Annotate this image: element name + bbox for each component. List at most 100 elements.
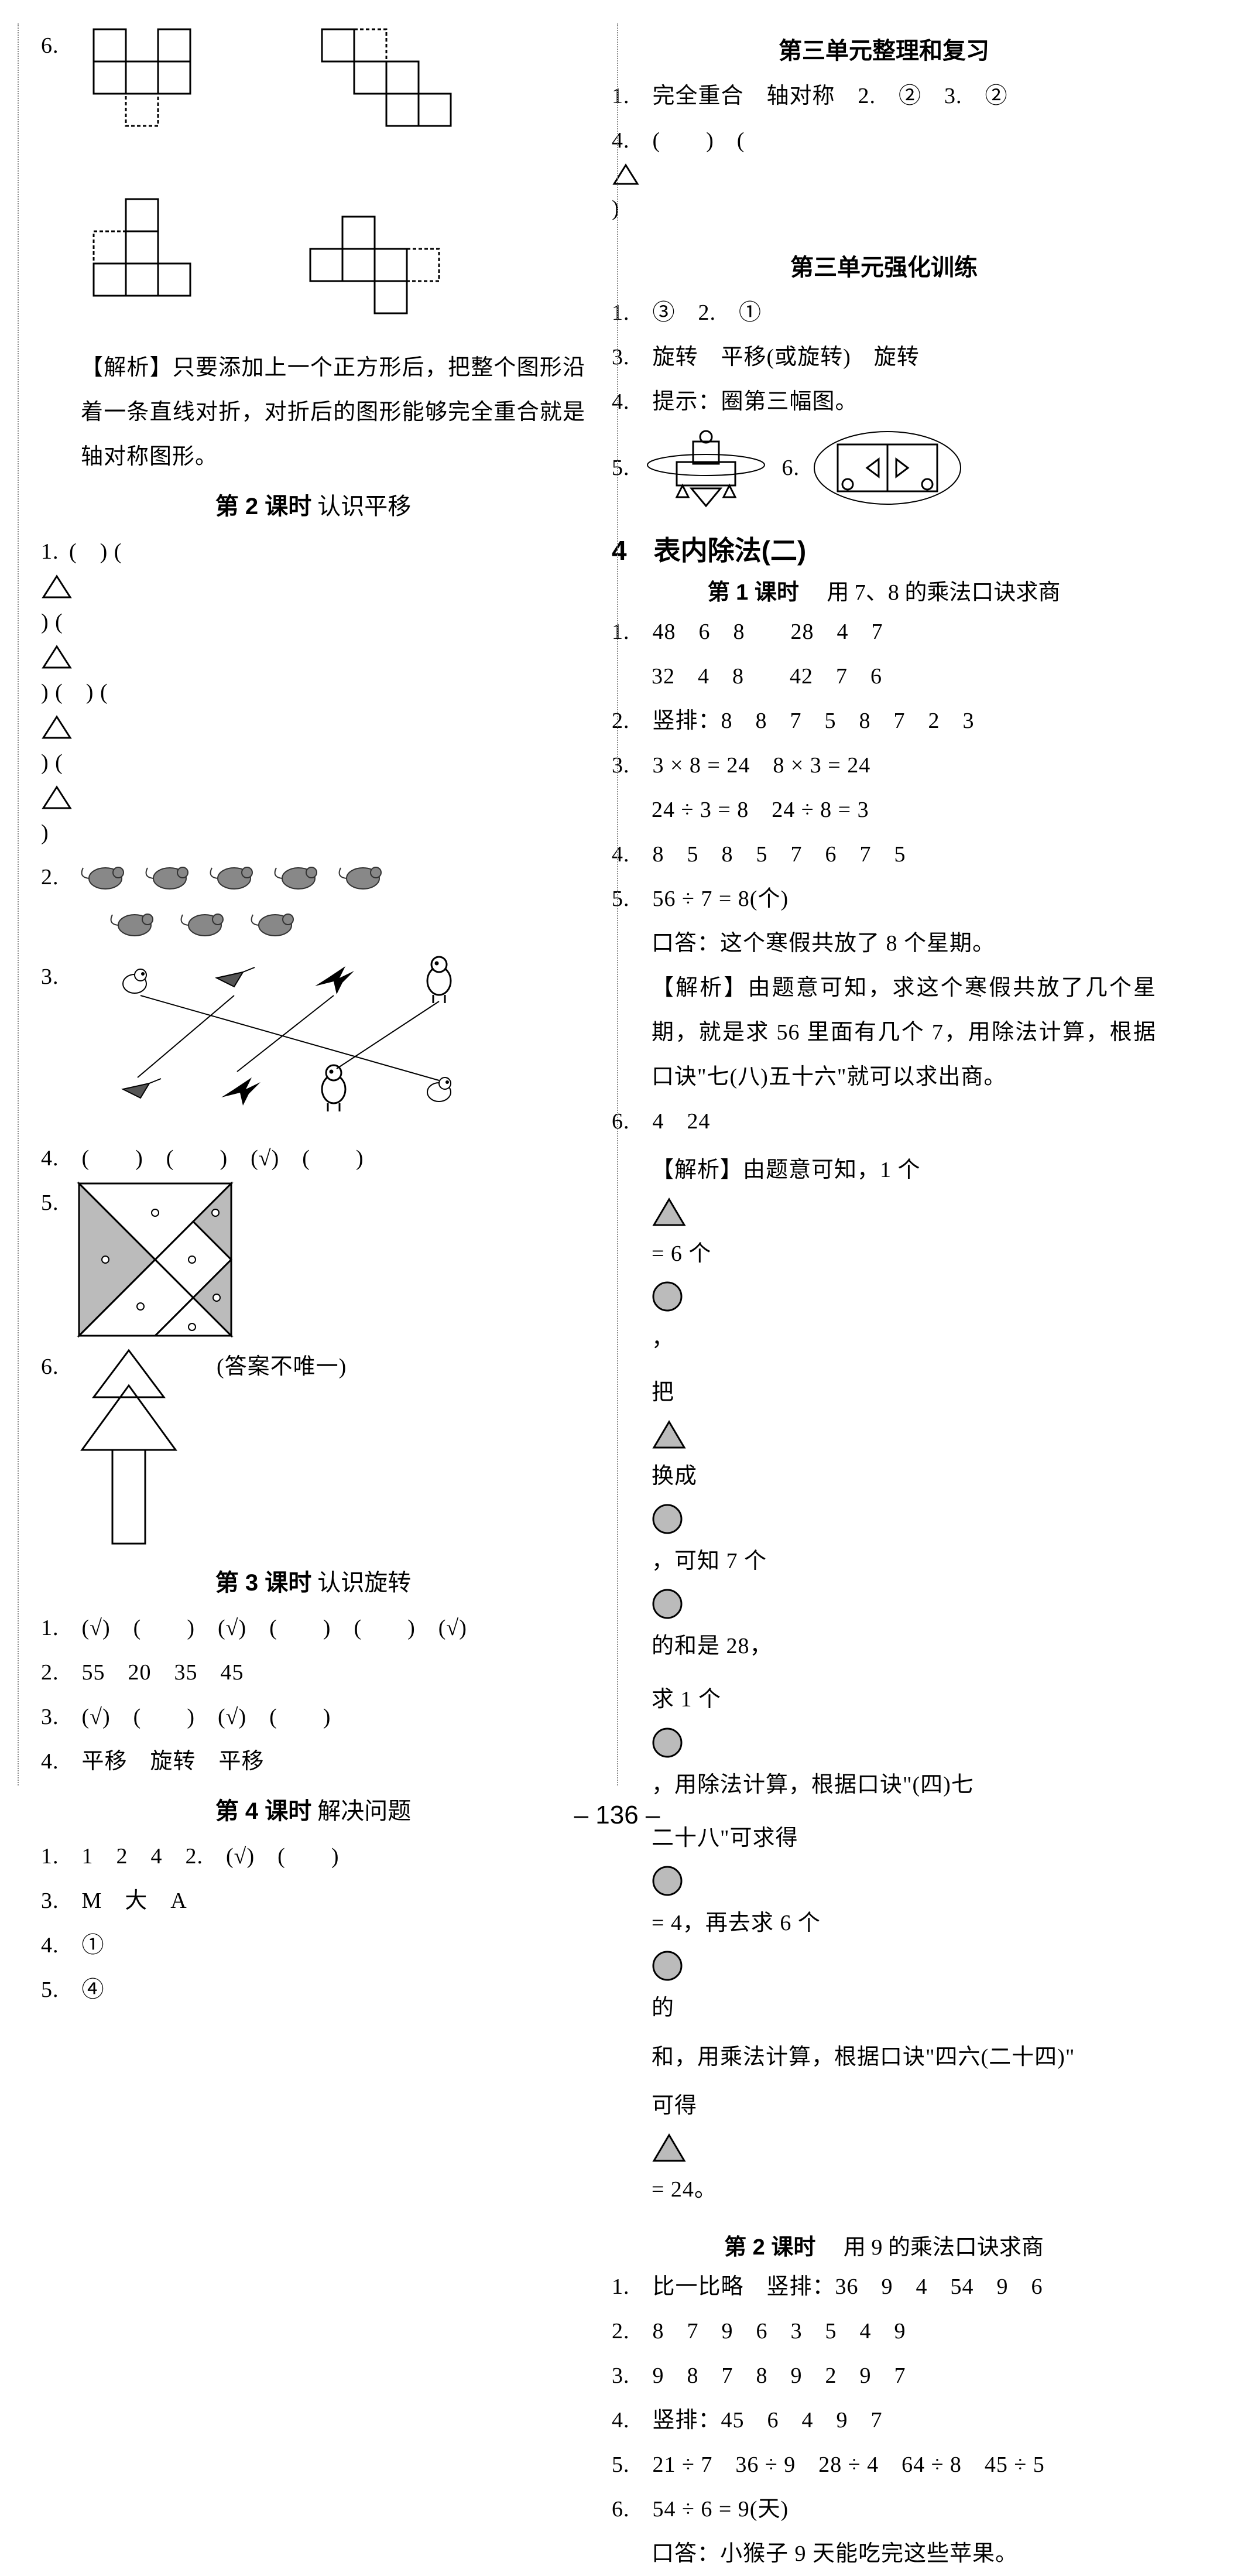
lesson2-title: 第 2 课时 认识平移 <box>41 487 585 521</box>
mirror-figure <box>811 427 964 509</box>
t: 换成 <box>652 1464 697 1489</box>
c4l1-1a: 1. 48 6 8 28 4 7 <box>612 610 1156 654</box>
t: ，用除法计算，根据口诀"(四)七 <box>652 1773 974 1797</box>
robot-figure <box>642 424 770 512</box>
c4-lesson2-title: 第 2 课时 用 9 的乘法口诀求商 <box>612 2229 1156 2261</box>
c4l1-6d: 求 1 个 ，用除法计算，根据口诀"(四)七 <box>612 1673 1156 1811</box>
left-column: 6. <box>41 23 585 2576</box>
l3-3: 3. (√) ( ) (√) ( ) <box>41 1695 585 1739</box>
triangle-shaded-icon <box>652 2133 687 2163</box>
c4l2-6a: 6. 54 ÷ 6 = 9(天) <box>612 2487 1156 2531</box>
birds-matching <box>111 955 533 1136</box>
t: 的 <box>652 1996 674 2020</box>
c4l2-6b: 口答：小猴子 9 天能吃完这些苹果。 <box>612 2531 1156 2576</box>
l3-4: 4. 平移 旋转 平移 <box>41 1739 585 1784</box>
lesson3-bold: 第 3 课时 <box>215 1570 311 1596</box>
triangle-icon <box>41 714 73 740</box>
l2-q3-num: 3. <box>41 955 76 1136</box>
l2-q6: 6. (答案不唯一) <box>41 1345 585 1555</box>
u3e-5-num: 5. <box>612 446 630 490</box>
left-margin-dots <box>18 23 19 1785</box>
circle-shaded-icon <box>652 1503 683 1535</box>
u3e-1: 1. ③ 2. ① <box>612 290 1156 335</box>
l4-5: 5. ④ <box>41 1968 585 2012</box>
q6-num: 6. <box>41 23 76 345</box>
u3e-56: 5. 6. <box>612 424 1156 512</box>
circle-shaded-icon <box>652 1588 683 1620</box>
c4l1-3b: 24 ÷ 3 = 8 24 ÷ 8 = 3 <box>612 788 1156 832</box>
triangle-icon <box>612 163 640 186</box>
l4-3: 3. M 大 A <box>41 1879 585 1923</box>
t: 求 1 个 <box>652 1687 721 1712</box>
c4-lesson1-title: 第 1 课时 用 7、8 的乘法口诀求商 <box>612 574 1156 606</box>
t: ， <box>652 1326 674 1351</box>
lesson3-reg: 认识旋转 <box>317 1569 411 1596</box>
c4l1-3a: 3. 3 × 8 = 24 8 × 3 = 24 <box>612 743 1156 788</box>
tangram-square <box>76 1181 240 1345</box>
c4l1-6g: 可得 = 24。 <box>612 2079 1156 2216</box>
page-content: 6. <box>41 23 1199 2576</box>
c4l1-2: 2. 竖排：8 8 7 5 8 7 2 3 <box>612 699 1156 743</box>
c4l2-5: 5. 21 ÷ 7 36 ÷ 9 28 ÷ 4 64 ÷ 8 45 ÷ 5 <box>612 2442 1156 2487</box>
page-number: – 136 – <box>0 1801 1234 1830</box>
t: = 24。 <box>652 2177 717 2202</box>
t: 可得 <box>652 2093 697 2118</box>
triangle-icon <box>41 574 73 600</box>
c4l2-3: 3. 9 8 7 8 9 2 9 7 <box>612 2353 1156 2398</box>
l4-1: 1. 1 2 4 2. (√) ( ) <box>41 1834 585 1879</box>
c4l1-6c: 把 换成 ，可知 7 个 的和是 28， <box>612 1366 1156 1674</box>
c4l1-bold: 第 1 课时 <box>708 580 799 605</box>
u3r-4: 4. ( ) () <box>612 118 1156 231</box>
right-column: 第三单元整理和复习 1. 完全重合 轴对称 2. ② 3. ② 4. ( ) (… <box>612 23 1156 2576</box>
triangle-shaded-icon <box>652 1197 687 1227</box>
circle-shaded-icon <box>652 1865 683 1897</box>
triangle-icon <box>41 785 73 810</box>
l2-q5: 5. <box>41 1181 585 1345</box>
c4l2-1: 1. 比一比略 竖排：36 9 4 54 9 6 <box>612 2264 1156 2309</box>
l2-q2-num: 2. <box>41 855 76 955</box>
c4l2-bold: 第 2 课时 <box>724 2235 815 2260</box>
c4l1-6a: 6. 4 24 <box>612 1099 1156 1144</box>
q6-explain: 【解析】只要添加上一个正方形后，把整个图形沿着一条直线对折，对折后的图形能够完全… <box>41 345 585 479</box>
c4l1-5b: 口答：这个寒假共放了 8 个星期。 <box>612 921 1156 966</box>
unit3-enh-title: 第三单元强化训练 <box>612 248 1156 282</box>
c4l2-2: 2. 8 7 9 6 3 5 4 9 <box>612 2309 1156 2353</box>
mice-icons <box>76 855 392 955</box>
circle-shaded-icon <box>652 1727 683 1759</box>
u3r-1: 1. 完全重合 轴对称 2. ② 3. ② <box>612 74 1156 118</box>
l2-q6-num: 6. <box>41 1345 76 1389</box>
l2-q5-num: 5. <box>41 1181 76 1345</box>
l4-4: 4. ① <box>41 1923 585 1968</box>
unit3-review-title: 第三单元整理和复习 <box>612 32 1156 66</box>
c4l1-6f: 和，用乘法计算，根据口诀"四六(二十四)" <box>612 2035 1156 2079</box>
l2-q4: 4. ( ) ( ) (√) ( ) <box>41 1136 585 1181</box>
c4l1-6b: 【解析】由题意可知，1 个 = 6 个 ， <box>612 1144 1156 1366</box>
q6-label: 6. <box>41 23 585 345</box>
t: ，可知 7 个 <box>652 1549 767 1573</box>
t: 把 <box>652 1380 674 1405</box>
circle-shaded-icon <box>652 1281 683 1312</box>
t: 【解析】由题意可知，1 个 <box>652 1158 921 1182</box>
t: 的和是 28， <box>652 1634 773 1658</box>
l2-q6-note: (答案不唯一) <box>217 1345 347 1389</box>
c4l2-4: 4. 竖排：45 6 4 9 7 <box>612 2398 1156 2442</box>
u3e-6-num: 6. <box>782 446 800 490</box>
triangle-shaded-icon <box>652 1419 687 1450</box>
c4l1-reg: 用 7、8 的乘法口诀求商 <box>827 580 1060 605</box>
c4l2-reg: 用 9 的乘法口诀求商 <box>844 2235 1044 2260</box>
lesson2-bold: 第 2 课时 <box>215 494 311 519</box>
pentomino-grid <box>76 23 544 345</box>
chapter4-title: 4 表内除法(二) <box>612 529 1156 568</box>
l2-q1: 1.( ) () () ( ) () () <box>41 529 585 855</box>
u3e-3: 3. 旋转 平移(或旋转) 旋转 <box>612 335 1156 379</box>
c4l1-5a: 5. 56 ÷ 7 = 8(个) <box>612 877 1156 921</box>
c4l1-5c: 【解析】由题意可知，求这个寒假共放了几个星期，就是求 56 里面有几个 7，用除… <box>612 966 1156 1099</box>
lesson2-reg: 认识平移 <box>317 493 411 519</box>
c4l1-6e: 二十八"可求得 = 4，再去求 6 个 的 <box>612 1812 1156 2036</box>
l3-2: 2. 55 20 35 45 <box>41 1650 585 1695</box>
t: = 4，再去求 6 个 <box>652 1911 821 1935</box>
l3-1: 1. (√) ( ) (√) ( ) ( ) (√) <box>41 1606 585 1650</box>
l2-q3: 3. <box>41 955 585 1136</box>
column-divider <box>617 23 618 1785</box>
lesson3-title: 第 3 课时 认识旋转 <box>41 1564 585 1597</box>
